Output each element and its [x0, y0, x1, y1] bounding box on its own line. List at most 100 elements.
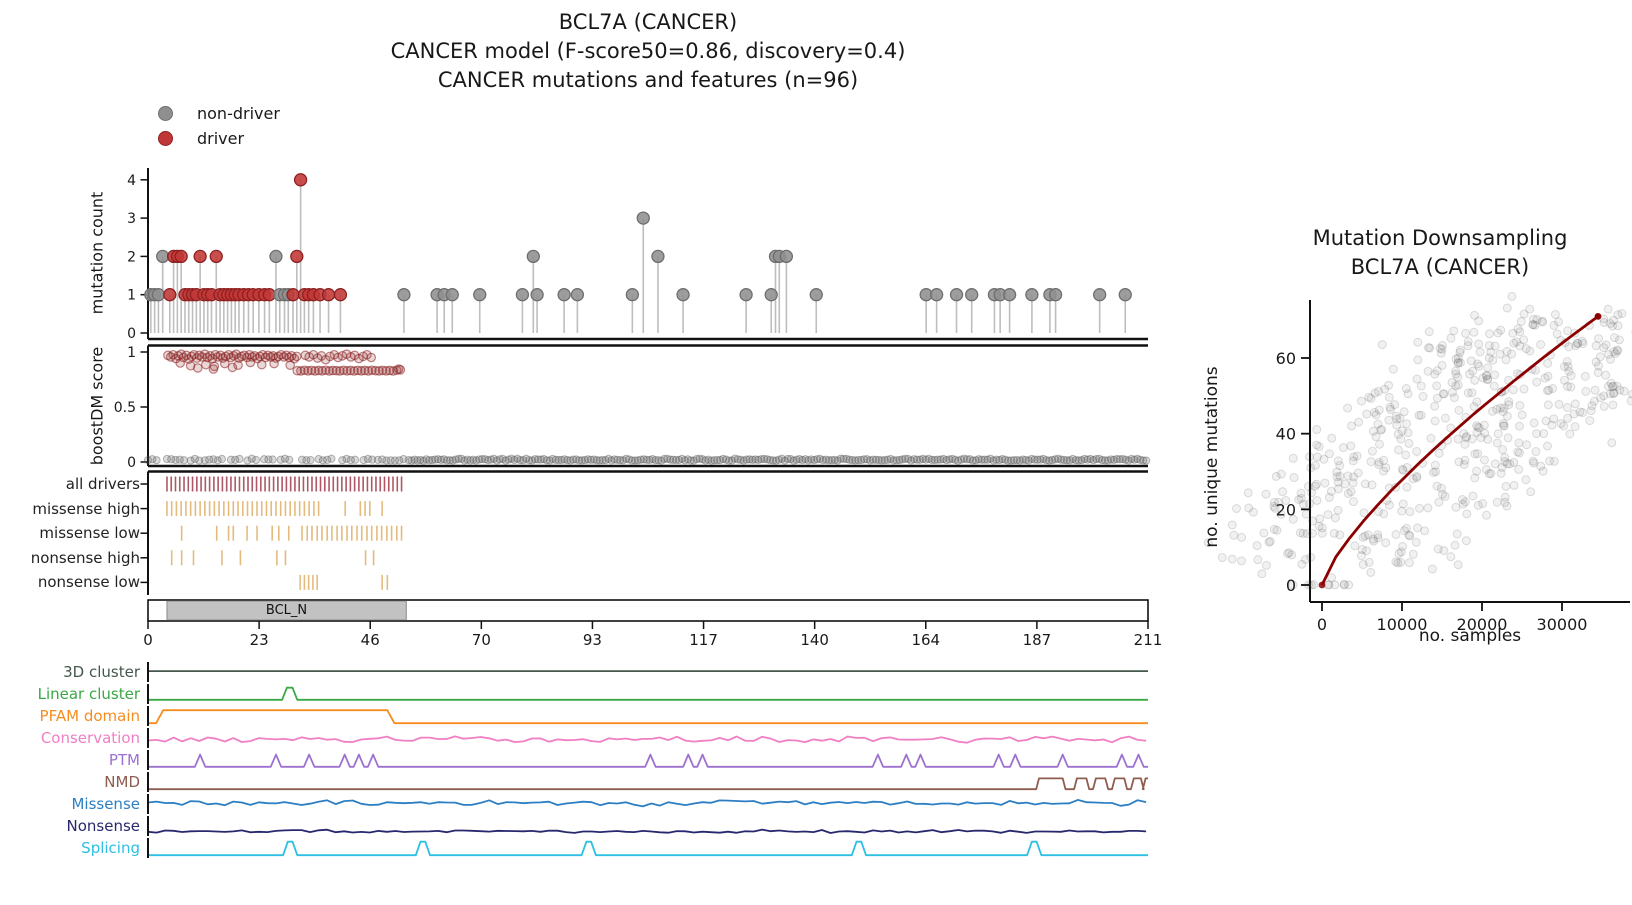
- downsampling-title-line-2: BCL7A (CANCER): [1350, 255, 1530, 279]
- nondriver-lollipop-point: [1118, 288, 1132, 302]
- boostdm-driver-point: [338, 365, 349, 376]
- downsampling-trend-line: [1320, 315, 1599, 586]
- boostdm-driver-point: [335, 366, 345, 376]
- boostdm-driver-point: [342, 366, 352, 376]
- boostdm-driver-point: [303, 366, 313, 376]
- boostdm-driver-point: [331, 365, 342, 376]
- svg-text:20000: 20000: [1457, 615, 1508, 634]
- svg-text:0: 0: [1286, 576, 1296, 595]
- nondriver-lollipop-point: [1093, 288, 1107, 302]
- feature-label-splicing: Splicing: [81, 839, 140, 857]
- boostdm-driver-point: [285, 360, 295, 370]
- boostdm-y-axis-label: boostDM score: [87, 346, 107, 466]
- boostdm-driver-point: [269, 358, 279, 369]
- feature-line-ptm: [148, 753, 1148, 768]
- feature-label-3d-cluster: 3D cluster: [63, 663, 140, 681]
- rug-label-nonsense-low: nonsense low: [37, 573, 140, 591]
- boostdm-driver-point: [370, 365, 381, 376]
- svg-text:140: 140: [800, 631, 829, 649]
- feature-line-nmd: [148, 777, 1148, 791]
- downsampling-y-axis-label: no. unique mutations: [1202, 366, 1222, 548]
- svg-text:30000: 30000: [1537, 615, 1588, 634]
- nondriver-lollipop-point: [151, 288, 166, 302]
- nondriver-marker-icon: [158, 106, 173, 121]
- nondriver-lollipop-point: [445, 288, 459, 302]
- nondriver-lollipop-point: [1048, 288, 1063, 302]
- boostdm-driver-point: [363, 366, 374, 376]
- nondriver-lollipop-point: [949, 288, 964, 302]
- boostdm-driver-point: [185, 360, 196, 371]
- downsampling-title-line-1: Mutation Downsampling: [1312, 226, 1568, 250]
- svg-text:3: 3: [127, 211, 136, 227]
- boostdm-driver-point: [245, 357, 256, 368]
- boostdm-driver-point: [328, 365, 338, 376]
- driver-lollipop-point: [163, 288, 177, 302]
- domain-box: [166, 600, 407, 621]
- nondriver-lollipop-point: [965, 288, 979, 302]
- nondriver-lollipop-point: [1002, 288, 1017, 302]
- nondriver-lollipop-point: [515, 288, 530, 302]
- svg-text:70: 70: [472, 631, 491, 649]
- nondriver-lollipop-point: [779, 249, 794, 264]
- domain-label-bcl-n: BCL_N: [265, 603, 308, 618]
- legend: non-driver driver: [158, 101, 280, 151]
- nondriver-lollipop-point: [625, 288, 640, 302]
- nondriver-lollipop-point: [676, 288, 690, 302]
- boostdm-driver-point: [381, 366, 391, 376]
- svg-text:60: 60: [1276, 349, 1296, 368]
- boostdm-driver-point: [366, 352, 377, 363]
- boostdm-driver-point: [356, 366, 367, 376]
- boostdm-driver-point: [306, 365, 317, 376]
- svg-text:1: 1: [127, 288, 136, 304]
- boostdm-driver-point: [233, 360, 243, 370]
- boostdm-driver-point: [292, 351, 302, 362]
- feature-label-conservation: Conservation: [40, 729, 140, 747]
- nondriver-lollipop-point: [526, 249, 540, 264]
- domain-track: 0 23 46 70 93 117 140 164 187 211: [143, 599, 1162, 649]
- svg-text:187: 187: [1023, 631, 1052, 649]
- boostdm-driver-point: [296, 366, 306, 376]
- feature-line-missense: [147, 799, 1147, 808]
- driver-lollipop-point: [174, 249, 188, 264]
- svg-text:46: 46: [361, 631, 380, 649]
- legend-item-driver: driver: [158, 126, 280, 151]
- driver-lollipop-point: [286, 288, 300, 302]
- downsampling-x-axis-label: no. samples: [1418, 626, 1522, 646]
- boostdm-driver-point: [256, 359, 267, 370]
- needle-y-axis-label: mutation count: [87, 191, 107, 315]
- driver-lollipop-point: [333, 288, 348, 302]
- figure-title: BCL7A (CANCER) CANCER model (F-score50=0…: [148, 8, 1148, 95]
- rug-label-all-drivers: all drivers: [65, 475, 140, 493]
- boostdm-driver-point: [377, 365, 388, 376]
- trend-endpoint: [1594, 312, 1602, 320]
- boostdm-driver-point: [299, 365, 310, 376]
- boostdm-driver-point: [393, 364, 404, 374]
- feature-label-ptm: PTM: [108, 751, 140, 769]
- svg-text:0: 0: [1317, 615, 1327, 634]
- boostdm-driver-point: [208, 364, 219, 374]
- svg-text:0.5: 0.5: [114, 400, 136, 416]
- svg-text:20: 20: [1276, 500, 1296, 519]
- nondriver-lollipop-point: [397, 288, 411, 302]
- svg-text:2: 2: [127, 249, 136, 265]
- svg-text:4: 4: [127, 173, 136, 189]
- nondriver-lollipop-point: [557, 288, 571, 302]
- svg-text:1: 1: [127, 345, 136, 361]
- title-line-3: CANCER mutations and features (n=96): [437, 68, 859, 92]
- boostdm-driver-point: [345, 365, 356, 376]
- feature-line-pfam-domain: [148, 709, 1148, 725]
- nondriver-lollipop-point: [764, 288, 778, 302]
- rug-label-nonsense-high: nonsense high: [30, 549, 140, 567]
- feature-label-linear-cluster: Linear cluster: [37, 685, 140, 703]
- boostdm-driver-point: [388, 366, 399, 376]
- feature-label-nmd: NMD: [104, 773, 140, 791]
- legend-label-driver: driver: [197, 129, 245, 148]
- boostdm-driver-point: [313, 365, 324, 376]
- nondriver-lollipop-point: [269, 249, 283, 264]
- legend-label-nondriver: non-driver: [197, 104, 280, 123]
- driver-lollipop-point: [290, 249, 304, 264]
- needle-panel: 0 1 2 3 4: [127, 168, 1148, 347]
- driver-lollipop-point: [293, 173, 308, 187]
